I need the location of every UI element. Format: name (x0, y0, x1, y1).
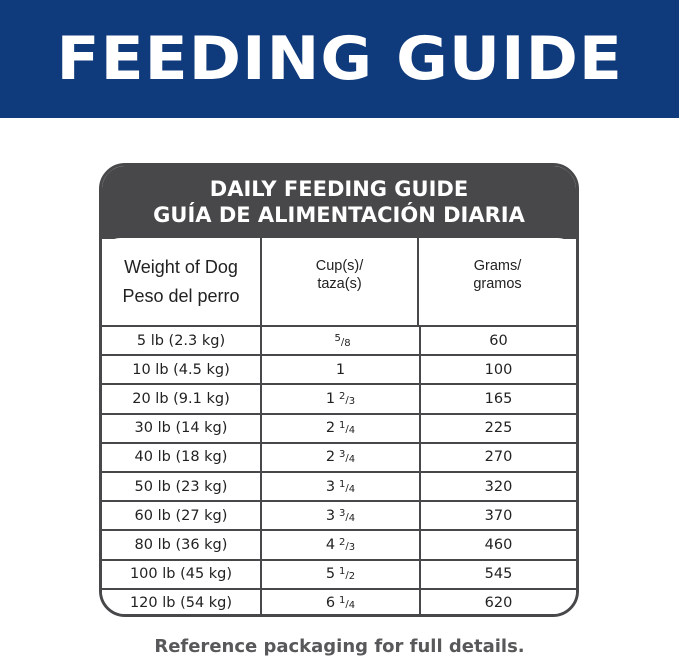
cell-cups: 2 1/4 (262, 414, 421, 442)
cell-grams: 225 (484, 420, 513, 437)
table-title-en: DAILY FEEDING GUIDE (209, 177, 469, 201)
table-row: 120 lb (54 kg) 6 1/4 620 (102, 589, 576, 614)
cups-fraction: 1/2 (339, 566, 356, 583)
table-row: 5 lb (2.3 kg) 5/8 60 (102, 327, 576, 357)
cell-cups: 1 2/3 (262, 385, 421, 413)
cell-grams: 60 (489, 332, 508, 349)
fraction-numerator: 1 (339, 420, 346, 432)
header-weight-en: Weight of Dog (124, 256, 238, 277)
cups-whole: 2 (325, 449, 336, 466)
fraction-numerator: 5 (334, 332, 341, 344)
fraction-denominator: 4 (348, 512, 356, 524)
cell-grams: 620 (484, 595, 513, 612)
table-row: 100 lb (45 kg) 5 1/2 545 (102, 560, 576, 590)
fraction-denominator: 4 (348, 600, 356, 612)
table-row: 30 lb (14 kg) 2 1/4 225 (102, 414, 576, 444)
fraction-denominator: 8 (344, 337, 351, 349)
cell-grams: 100 (484, 361, 513, 378)
cell-weight: 20 lb (9.1 kg) (102, 385, 262, 413)
cell-weight: 10 lb (4.5 kg) (102, 356, 262, 384)
cell-cups: 3 3/4 (262, 502, 421, 530)
cups-whole: 5 (325, 566, 336, 583)
page-title: FEEDING GUIDE (56, 24, 623, 94)
cell-grams: 370 (484, 507, 513, 524)
header-grams-es: gramos (473, 275, 522, 292)
table-row: 40 lb (18 kg) 2 3/4 270 (102, 443, 576, 473)
cell-grams: 270 (484, 449, 513, 466)
feeding-table: Weight of Dog Peso del perro Cup(s)/ taz… (102, 238, 576, 614)
banner: FEEDING GUIDE (0, 0, 679, 118)
table-row: 80 lb (36 kg) 4 2/3 460 (102, 531, 576, 561)
cups-fraction: 5/8 (334, 332, 351, 349)
cups-whole: 3 (325, 507, 336, 524)
fraction-denominator: 2 (348, 571, 356, 583)
cell-grams: 320 (484, 478, 513, 495)
fraction-numerator: 2 (339, 390, 346, 402)
fraction-denominator: 4 (348, 454, 356, 466)
header-weight: Weight of Dog Peso del perro (102, 238, 262, 325)
table-header-row: Weight of Dog Peso del perro Cup(s)/ taz… (102, 238, 576, 327)
cell-cups: 5/8 (262, 327, 421, 355)
header-cups-en: Cup(s)/ (315, 257, 364, 274)
cell-cups: 2 3/4 (262, 443, 421, 471)
cell-grams: 165 (484, 390, 513, 407)
cups-fraction: 3/4 (339, 449, 356, 466)
fraction-numerator: 3 (339, 507, 346, 519)
cups-fraction: 3/4 (339, 507, 356, 524)
cups-fraction: 2/3 (339, 536, 356, 553)
cell-weight: 80 lb (36 kg) (102, 531, 262, 559)
cell-cups: 1 (262, 356, 421, 384)
cell-weight: 40 lb (18 kg) (102, 443, 262, 471)
cups-fraction: 1/4 (339, 420, 356, 437)
fraction-numerator: 1 (339, 595, 346, 607)
fraction-numerator: 3 (339, 449, 346, 461)
fraction-numerator: 2 (339, 536, 346, 548)
table-row: 20 lb (9.1 kg) 1 2/3 165 (102, 385, 576, 415)
cell-grams: 545 (484, 566, 513, 583)
cell-cups: 3 1/4 (262, 472, 421, 501)
fraction-denominator: 3 (348, 541, 356, 553)
cell-weight: 100 lb (45 kg) (102, 560, 262, 588)
cups-fraction: 1/4 (339, 478, 356, 495)
fraction-denominator: 4 (348, 483, 356, 495)
cups-whole: 2 (325, 420, 336, 437)
cups-whole: 1 (325, 390, 336, 407)
table-title-es: GUÍA DE ALIMENTACIÓN DIARIA (153, 203, 525, 227)
table-row: 60 lb (27 kg) 3 3/4 370 (102, 502, 576, 532)
cell-weight: 30 lb (14 kg) (102, 414, 262, 442)
cell-weight: 5 lb (2.3 kg) (102, 327, 262, 355)
table-title: DAILY FEEDING GUIDE GUÍA DE ALIMENTACIÓN… (102, 166, 576, 239)
cups-fraction: 1/4 (339, 595, 356, 612)
cups-whole: 6 (325, 595, 336, 612)
cups-whole: 4 (325, 536, 336, 553)
cups-fraction: 2/3 (339, 390, 356, 407)
header-cups: Cup(s)/ taza(s) (262, 238, 419, 325)
footer-note: Reference packaging for full details. (154, 636, 525, 657)
cell-cups: 6 1/4 (262, 589, 421, 614)
cell-weight: 120 lb (54 kg) (102, 589, 262, 614)
table-row: 50 lb (23 kg) 3 1/4 320 (102, 472, 576, 503)
cups-whole: 3 (325, 478, 336, 495)
header-cups-es: taza(s) (317, 275, 362, 292)
header-grams-en: Grams/ (473, 257, 522, 274)
cell-cups: 4 2/3 (262, 531, 421, 559)
fraction-denominator: 4 (348, 425, 356, 437)
cell-cups: 5 1/2 (262, 560, 421, 588)
table-row: 10 lb (4.5 kg) 1 100 (102, 356, 576, 386)
cell-grams: 460 (484, 536, 513, 553)
header-weight-es: Peso del perro (122, 285, 240, 306)
cell-weight: 60 lb (27 kg) (102, 502, 262, 530)
fraction-denominator: 3 (348, 395, 356, 407)
fraction-numerator: 1 (339, 566, 346, 578)
cups-whole: 1 (335, 361, 346, 378)
cell-weight: 50 lb (23 kg) (102, 472, 262, 501)
fraction-numerator: 1 (339, 478, 346, 490)
feeding-table-card: DAILY FEEDING GUIDE GUÍA DE ALIMENTACIÓN… (99, 163, 579, 617)
header-grams: Grams/ gramos (419, 238, 576, 325)
